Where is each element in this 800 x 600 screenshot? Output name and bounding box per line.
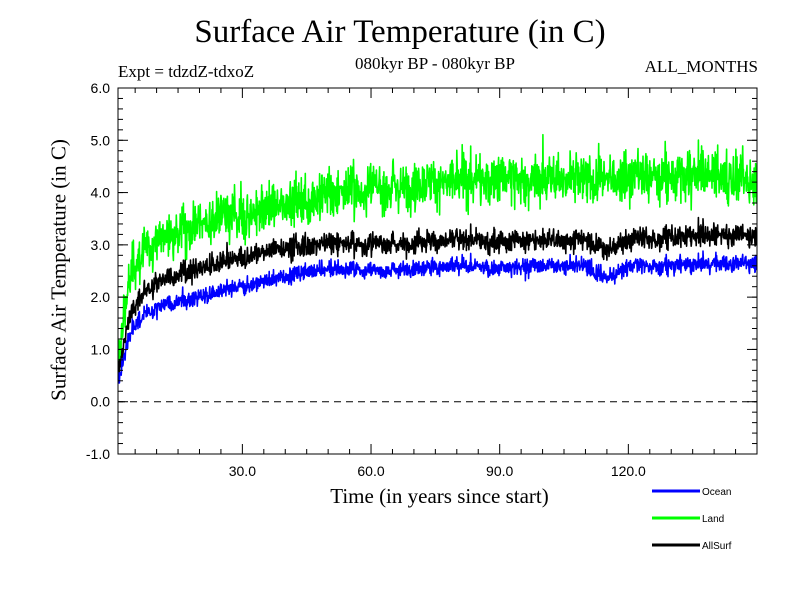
months-label: ALL_MONTHS xyxy=(644,57,758,76)
x-axis-label: Time (in years since start) xyxy=(330,484,549,508)
y-tick-label: 5.0 xyxy=(91,132,111,148)
series-line-allsurf xyxy=(118,216,757,374)
y-tick-label: 4.0 xyxy=(91,185,111,201)
x-tick-label: 60.0 xyxy=(357,463,384,479)
x-tick-label: 120.0 xyxy=(611,463,646,479)
legend-label-allsurf: AllSurf xyxy=(702,541,732,552)
series-line-ocean xyxy=(118,250,757,384)
experiment-label: Expt = tdzdZ-tdxoZ xyxy=(118,62,255,81)
series-line-land xyxy=(118,133,757,371)
x-tick-label: 90.0 xyxy=(486,463,513,479)
y-tick-label: 1.0 xyxy=(91,341,111,357)
y-tick-label: 2.0 xyxy=(91,289,111,305)
y-tick-label: 0.0 xyxy=(91,394,111,410)
legend-label-land: Land xyxy=(702,514,724,525)
chart-title: Surface Air Temperature (in C) xyxy=(194,14,606,50)
y-tick-label: 6.0 xyxy=(91,80,111,96)
y-tick-label: 3.0 xyxy=(91,237,111,253)
y-tick-label: -1.0 xyxy=(86,446,110,462)
x-tick-label: 30.0 xyxy=(229,463,256,479)
plot-frame xyxy=(117,87,758,455)
legend-label-ocean: Ocean xyxy=(702,487,731,498)
period-label: 080kyr BP - 080kyr BP xyxy=(355,54,515,73)
